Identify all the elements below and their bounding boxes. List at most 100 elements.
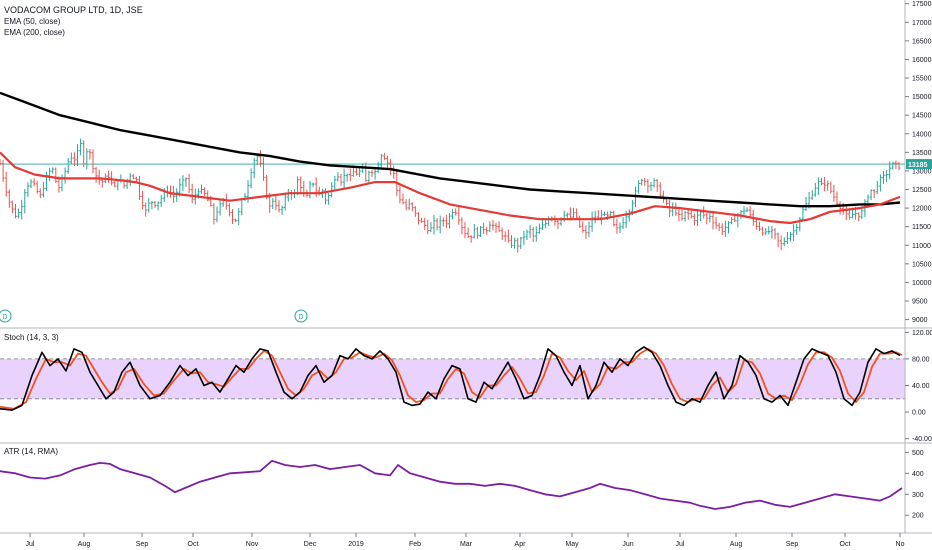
ohlc-bar [51, 167, 54, 174]
ohlc-bar [814, 182, 817, 197]
ohlc-bar [249, 168, 253, 189]
ohlc-bar [758, 221, 761, 232]
ohlc-bar [113, 180, 116, 188]
ohlc-bar [717, 222, 721, 231]
ohlc-bar [463, 222, 467, 239]
ohlc-bar [370, 169, 374, 177]
ohlc-bar [283, 192, 287, 211]
price-tick-label: 17000 [912, 20, 932, 27]
ohlc-bar [128, 173, 132, 186]
ohlc-bar [618, 222, 622, 233]
ohlc-bar [0, 159, 2, 166]
ohlc-bar [885, 169, 888, 183]
ohlc-bar [401, 193, 405, 205]
ohlc-bar [724, 220, 727, 238]
ohlc-bar [857, 212, 860, 222]
dividend-marker-label: D [2, 314, 7, 321]
ohlc-bar [659, 182, 662, 198]
time-tick-label: Oct [840, 541, 851, 548]
ohlc-bar [70, 152, 73, 164]
ohlc-bar [23, 188, 27, 214]
ohlc-bar [411, 202, 414, 212]
stoch-band [0, 358, 905, 399]
ohlc-bar [132, 173, 135, 180]
ohlc-bar [776, 232, 780, 248]
ohlc-bar [225, 193, 228, 210]
ohlc-bar [153, 200, 157, 208]
ohlc-bar [507, 229, 510, 243]
price-tick-label: 10000 [912, 280, 932, 287]
ohlc-bar [742, 206, 746, 217]
ohlc-bar [231, 209, 234, 225]
ohlc-bar [101, 178, 104, 188]
ohlc-bar [721, 223, 724, 236]
time-tick-label: Jul [26, 541, 35, 548]
ohlc-bar [587, 221, 591, 238]
ohlc-bar [652, 178, 656, 188]
ohlc-bar [872, 189, 876, 199]
ohlc-bar [438, 215, 442, 234]
price-tick-label: 11000 [912, 243, 931, 250]
ohlc-bar [308, 180, 312, 199]
ohlc-bar [590, 211, 594, 232]
ohlc-bar [389, 158, 392, 175]
ohlc-bar [473, 224, 476, 239]
ohlc-bar [708, 211, 712, 223]
price-tick-label: 13500 [912, 150, 932, 157]
ohlc-bar [311, 182, 315, 188]
price-tick-label: 12000 [912, 206, 932, 213]
ohlc-bar [869, 189, 873, 201]
ohlc-bar [693, 213, 696, 226]
ohlc-bar [417, 212, 420, 225]
stoch-tick-label: 0.00 [912, 410, 926, 417]
price-tick-label: 14000 [912, 131, 932, 138]
ohlc-bar [510, 235, 513, 249]
ohlc-bar [299, 176, 302, 195]
ohlc-bar [767, 226, 771, 235]
price-tick-label: 17500 [912, 1, 932, 8]
ohlc-bar [522, 230, 526, 246]
ohlc-bar [32, 178, 36, 187]
ohlc-bar [181, 175, 185, 191]
ohlc-bar [20, 199, 23, 220]
time-tick-label: Feb [409, 541, 421, 548]
ohlc-bar [358, 167, 361, 177]
time-tick-label: Jul [676, 541, 685, 548]
ohlc-bar [63, 167, 67, 184]
ohlc-bar [271, 198, 275, 210]
ohlc-bar [764, 228, 767, 236]
ohlc-bar [228, 203, 231, 217]
ohlc-bar [891, 161, 895, 170]
ohlc-bar [866, 194, 870, 204]
ohlc-bar [817, 177, 820, 195]
ohlc-bar [76, 144, 79, 167]
ohlc-bar [677, 208, 681, 222]
ohlc-bar [156, 201, 160, 211]
ohlc-bar [237, 208, 240, 226]
time-tick-label: Mar [460, 541, 473, 548]
ohlc-bar [640, 178, 643, 186]
ohlc-bar [748, 206, 752, 218]
ohlc-bar [73, 152, 76, 167]
ohlc-bar [407, 198, 411, 211]
ohlc-bar [147, 198, 151, 213]
ohlc-bar [879, 174, 882, 192]
ohlc-bar [829, 181, 833, 194]
ohlc-bar [745, 207, 749, 213]
ema50-legend: EMA (50, close) [4, 17, 61, 26]
time-tick-label: No [896, 541, 905, 548]
ohlc-bar [234, 218, 237, 223]
ohlc-bar [674, 202, 678, 216]
ohlc-bar [553, 215, 557, 226]
time-tick-label: Aug [78, 541, 91, 548]
ohlc-bar [600, 209, 603, 225]
ohlc-bar [277, 200, 281, 213]
ohlc-bar [398, 185, 402, 204]
symbol-title: VODACOM GROUP LTD, 1D, JSE [4, 5, 143, 15]
ohlc-bar [795, 223, 798, 236]
ohlc-bar [54, 167, 58, 183]
ohlc-bar [686, 209, 690, 220]
ohlc-bar [367, 170, 371, 184]
ohlc-bar [612, 210, 616, 227]
